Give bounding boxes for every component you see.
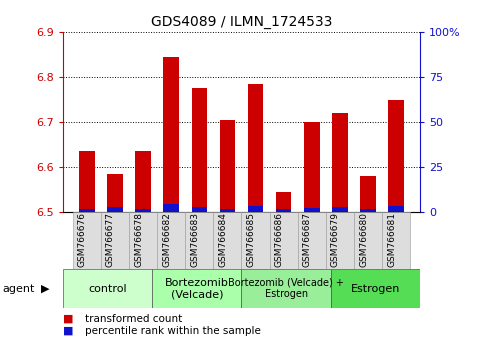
Bar: [220, 120, 235, 212]
Bar: [79, 209, 95, 212]
Bar: [242, 212, 270, 269]
Bar: [242, 269, 331, 308]
Text: percentile rank within the sample: percentile rank within the sample: [85, 326, 260, 336]
Text: GSM766684: GSM766684: [218, 212, 227, 267]
Bar: [360, 176, 376, 212]
Bar: [192, 88, 207, 212]
Bar: [135, 152, 151, 212]
Bar: [192, 207, 207, 212]
Text: Estrogen: Estrogen: [351, 284, 400, 293]
Bar: [79, 152, 95, 212]
Text: GSM766687: GSM766687: [303, 212, 312, 267]
Text: Bortezomib (Velcade) +
Estrogen: Bortezomib (Velcade) + Estrogen: [228, 278, 344, 299]
Bar: [354, 212, 382, 269]
Bar: [220, 209, 235, 212]
Bar: [276, 209, 291, 212]
Bar: [270, 212, 298, 269]
Bar: [248, 84, 263, 212]
Bar: [332, 113, 348, 212]
Bar: [304, 208, 320, 212]
Bar: [107, 174, 123, 212]
Bar: [382, 212, 410, 269]
Bar: [101, 212, 129, 269]
Title: GDS4089 / ILMN_1724533: GDS4089 / ILMN_1724533: [151, 16, 332, 29]
Bar: [326, 212, 354, 269]
Text: GSM766686: GSM766686: [275, 212, 284, 267]
Bar: [276, 192, 291, 212]
Bar: [152, 269, 242, 308]
Text: GSM766685: GSM766685: [246, 212, 256, 267]
Bar: [63, 269, 152, 308]
Text: GSM766682: GSM766682: [162, 212, 171, 267]
Text: GSM766679: GSM766679: [331, 212, 340, 267]
Text: GSM766680: GSM766680: [359, 212, 368, 267]
Text: Bortezomib
(Velcade): Bortezomib (Velcade): [165, 278, 229, 299]
Bar: [213, 212, 242, 269]
Text: ■: ■: [63, 314, 73, 324]
Text: agent: agent: [2, 284, 35, 293]
Text: transformed count: transformed count: [85, 314, 182, 324]
Bar: [135, 209, 151, 212]
Bar: [107, 207, 123, 212]
Text: GSM766677: GSM766677: [106, 212, 115, 267]
Text: ■: ■: [63, 326, 73, 336]
Bar: [248, 206, 263, 212]
Bar: [298, 212, 326, 269]
Bar: [304, 122, 320, 212]
Bar: [185, 212, 213, 269]
Bar: [388, 206, 404, 212]
Text: GSM766676: GSM766676: [78, 212, 87, 267]
Bar: [129, 212, 157, 269]
Text: GSM766683: GSM766683: [190, 212, 199, 267]
Bar: [73, 212, 101, 269]
Bar: [360, 209, 376, 212]
Bar: [331, 269, 420, 308]
Bar: [157, 212, 185, 269]
Bar: [163, 57, 179, 212]
Text: control: control: [88, 284, 127, 293]
Bar: [388, 99, 404, 212]
Text: GSM766681: GSM766681: [387, 212, 396, 267]
Text: GSM766678: GSM766678: [134, 212, 143, 267]
Bar: [163, 204, 179, 212]
Bar: [332, 207, 348, 212]
Text: ▶: ▶: [41, 284, 50, 293]
